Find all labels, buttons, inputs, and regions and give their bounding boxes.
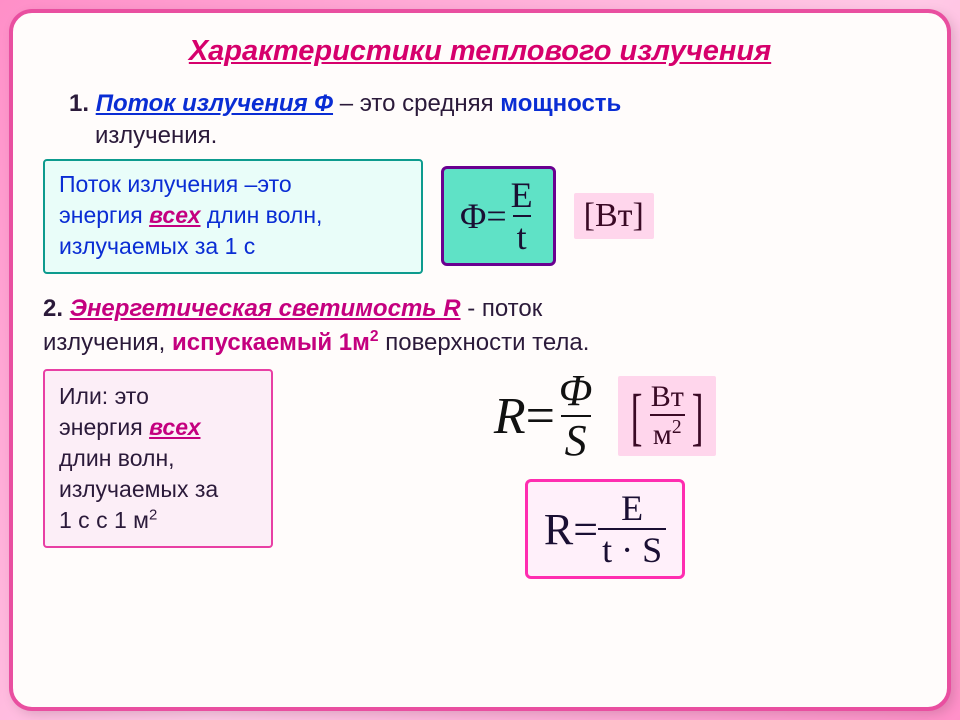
s1-formula-eq: = xyxy=(486,195,506,237)
s2-definition-box: Или: это энергия всех длин волн, излучае… xyxy=(43,369,273,548)
s1-formula-bot: t xyxy=(513,215,531,255)
s2-def-l2a: энергия xyxy=(59,414,149,440)
s1-bold: мощность xyxy=(500,90,621,117)
s2-def-l5sup: 2 xyxy=(149,507,157,524)
slide-card: Характеристики теплового излучения 1. По… xyxy=(10,10,950,710)
s1-def-l2b: длин волн, xyxy=(201,202,323,228)
s2-right-column: R = Φ S [ Вт м2 ] xyxy=(293,369,917,579)
bracket-right-icon: ] xyxy=(692,391,704,442)
s2-unit-top: Вт xyxy=(648,382,687,414)
s1-def-l2a: энергия xyxy=(59,202,149,228)
s2-f3-eq: = xyxy=(573,504,598,555)
s2-f3-bot: t · S xyxy=(598,528,666,568)
s1-number: 1. xyxy=(69,90,89,117)
s1-formula-lhs: Φ xyxy=(460,195,486,237)
s2-unit-box: [ Вт м2 ] xyxy=(618,376,716,456)
s2-bold-a: испускаемый xyxy=(172,329,339,356)
s2-def-l3: длин волн, xyxy=(59,445,175,471)
section-2-text: 2. Энергетическая светимость R - поток и… xyxy=(43,292,917,359)
s2-line2a: излучения, xyxy=(43,329,172,356)
s2-f3-top: E xyxy=(617,490,647,528)
s2-def-l5a: 1 с с 1 м xyxy=(59,507,149,533)
s2-row: Или: это энергия всех длин волн, излучае… xyxy=(43,369,917,579)
s2-bold: испускаемый 1м2 xyxy=(172,329,379,356)
s2-f2-lhs: R xyxy=(494,387,526,446)
s2-f2-top: Φ xyxy=(555,369,597,415)
s2-f2-frac: Φ S xyxy=(555,369,597,463)
s2-f2-bot: S xyxy=(561,415,591,463)
s1-dash: – это средняя xyxy=(333,90,500,117)
s1-term: Поток излучения Ф xyxy=(96,90,333,117)
s2-def-l1: Или: это xyxy=(59,383,149,409)
slide-title: Характеристики теплового излучения xyxy=(43,35,917,68)
s2-bold-sup: 2 xyxy=(370,328,379,345)
s1-formula-box: Φ = E t xyxy=(441,166,556,266)
slide-outer: Характеристики теплового излучения 1. По… xyxy=(0,0,960,720)
s1-formula-frac: E t xyxy=(507,177,537,255)
s1-def-em: всех xyxy=(149,202,200,228)
s2-unit-bot: м2 xyxy=(650,414,685,450)
s2-dash: - поток xyxy=(461,295,543,322)
s2-unit-bot-a: м xyxy=(653,418,672,451)
s2-f3-frac: E t · S xyxy=(598,490,666,568)
s1-row: Поток излучения –это энергия всех длин в… xyxy=(43,159,917,274)
s2-formula-row: R = Φ S [ Вт м2 ] xyxy=(494,369,716,463)
s2-formula3-box: R = E t · S xyxy=(525,479,685,579)
s1-definition-line: 1. Поток излучения Ф – это средняя мощно… xyxy=(43,88,917,153)
s2-unit-frac: Вт м2 xyxy=(648,382,687,450)
s1-def-l1: Поток излучения –это xyxy=(59,171,292,197)
s1-definition-box: Поток излучения –это энергия всех длин в… xyxy=(43,159,423,274)
s2-number: 2. xyxy=(43,295,70,322)
s2-after: поверхности тела. xyxy=(379,329,590,356)
s1-def-l3: излучаемых за 1 с xyxy=(59,233,255,259)
s1-unit-box: [Вт] xyxy=(574,193,654,239)
s2-f3-lhs: R xyxy=(544,504,573,555)
section-1: 1. Поток излучения Ф – это средняя мощно… xyxy=(43,88,917,274)
s2-term: Энергетическая светимость R xyxy=(70,295,461,322)
bracket-left-icon: [ xyxy=(631,391,643,442)
s2-bold-m: 1м xyxy=(339,329,370,356)
s1-after: излучения. xyxy=(69,122,217,149)
s2-def-l4: излучаемых за xyxy=(59,476,218,502)
s1-formula-top: E xyxy=(507,177,537,215)
s2-def-em: всех xyxy=(149,414,200,440)
s2-formula-main: R = Φ S xyxy=(494,369,597,463)
s2-unit-bot-sup: 2 xyxy=(672,417,682,438)
s2-f2-eq: = xyxy=(526,387,555,446)
